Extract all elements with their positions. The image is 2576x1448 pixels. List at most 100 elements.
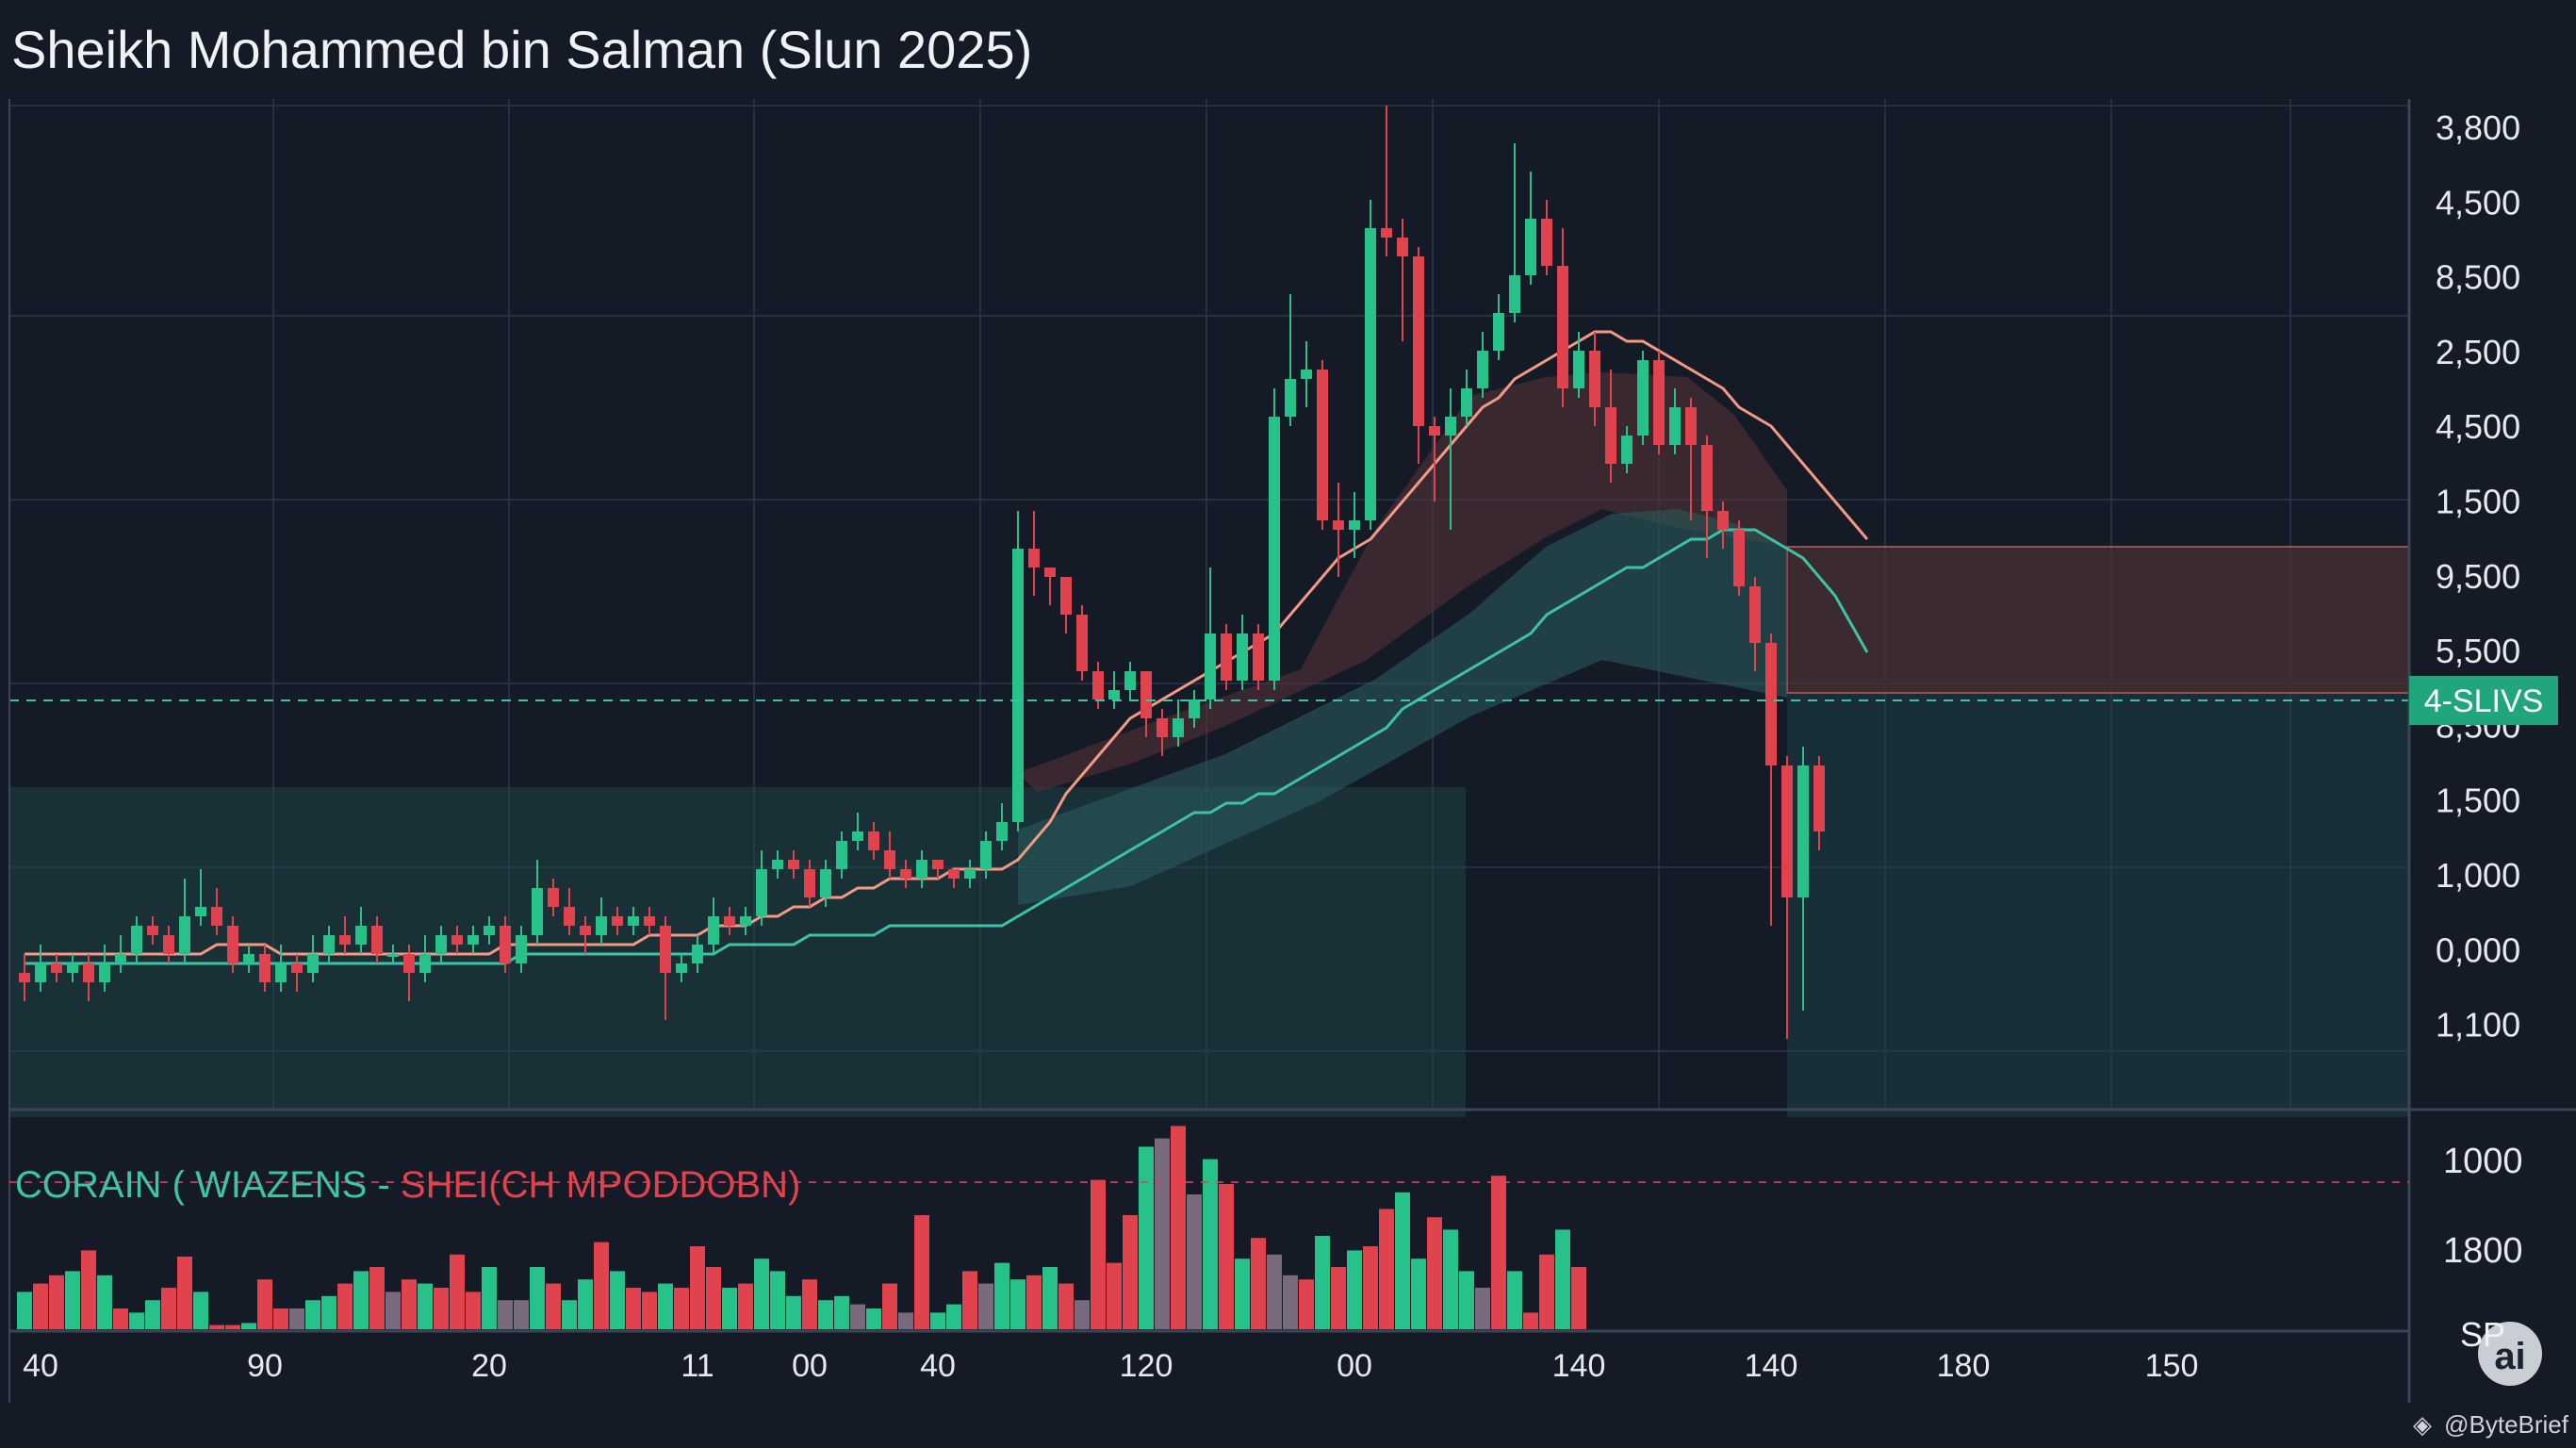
resistance-cloud [1018, 372, 1787, 792]
candle-up [307, 954, 319, 973]
candle-down [660, 926, 671, 973]
volume-bar [866, 1308, 881, 1329]
candle-down [227, 926, 238, 963]
volume-bar [225, 1325, 240, 1329]
volume-bar [1267, 1254, 1282, 1329]
volume-bar [658, 1283, 673, 1329]
candle-up [996, 822, 1008, 841]
volume-bar [962, 1271, 977, 1329]
volume-bar [241, 1323, 256, 1329]
volume-bar [626, 1288, 641, 1329]
volume-legend-green: CORAIN ( WIAZENS - [15, 1164, 401, 1206]
volume-bar [690, 1246, 705, 1329]
volume-bar [514, 1300, 529, 1329]
candle-up [355, 926, 367, 945]
volume-bar [1555, 1229, 1570, 1329]
chart-title: Sheikh Mohammed bin Salman (Slun 2025) [11, 20, 1032, 79]
x-tick-label: 140 [1552, 1348, 1606, 1384]
volume-bar [17, 1292, 32, 1329]
volume-bar [1091, 1179, 1106, 1329]
volume-bar [1315, 1236, 1330, 1329]
candle-down [548, 888, 559, 907]
candle-up [1477, 351, 1488, 388]
volume-bar [1427, 1217, 1442, 1329]
volume-bar [193, 1292, 208, 1329]
volume-bar [1026, 1275, 1042, 1329]
candle-up [484, 926, 495, 935]
resistance-zone [1786, 546, 2410, 694]
volume-bar [209, 1325, 224, 1329]
candle-down [1685, 407, 1697, 445]
volume-bar [353, 1271, 369, 1329]
candle-up [179, 916, 190, 954]
volume-bar [722, 1288, 737, 1329]
candle-down [1060, 577, 1072, 615]
candle-up [1012, 549, 1024, 822]
candle-up [1108, 690, 1120, 699]
candle-down [932, 860, 943, 869]
volume-bar [930, 1312, 945, 1329]
volume-bar [1443, 1229, 1458, 1329]
candle-up [1189, 699, 1200, 718]
support-cloud [1018, 509, 1787, 905]
volume-bar [466, 1292, 481, 1329]
candle-down [1076, 615, 1088, 671]
candle-up [516, 935, 527, 963]
candle-up [275, 963, 287, 982]
slow-moving-average-line [25, 528, 1869, 965]
volume-bar [1203, 1159, 1218, 1329]
candle-down [1765, 643, 1777, 765]
volume-bar [369, 1267, 385, 1329]
volume-series [17, 1126, 1586, 1329]
candle-down [1157, 718, 1168, 737]
volume-bar [1058, 1283, 1074, 1329]
candle-down [1541, 219, 1552, 266]
price-tick-label: 1,100 [2436, 1006, 2520, 1045]
volume-bar [482, 1267, 497, 1329]
volume-bar [914, 1215, 929, 1329]
candle-up [67, 963, 78, 973]
candle-up [243, 954, 254, 963]
volume-bar [450, 1254, 465, 1329]
candle-down [147, 926, 158, 935]
candle-down [1397, 238, 1408, 256]
candle-up [115, 954, 126, 963]
x-tick-label: 20 [471, 1348, 507, 1384]
candle-up [980, 841, 992, 869]
candle-down [612, 916, 623, 926]
volume-bar [738, 1283, 753, 1329]
volume-bar [33, 1283, 48, 1329]
volume-bar [786, 1295, 801, 1329]
candle-up [323, 935, 335, 954]
volume-bar [1155, 1138, 1170, 1329]
corner-badge-top: SP [2460, 1315, 2505, 1354]
volume-bar [337, 1283, 353, 1329]
candle-up [1237, 634, 1248, 681]
candle-down [804, 869, 815, 897]
candle-up [419, 954, 431, 973]
price-tick-label: 5,500 [2436, 632, 2520, 670]
corner-badge-bottom: ai [2494, 1336, 2525, 1377]
volume-bar [305, 1300, 320, 1329]
candle-up [756, 869, 767, 916]
candle-down [1333, 520, 1344, 530]
candle-down [1589, 351, 1600, 407]
candle-up [1445, 417, 1456, 436]
volume-bar [706, 1267, 721, 1329]
volume-bar [610, 1271, 625, 1329]
volume-bar [578, 1279, 593, 1329]
volume-bar [1395, 1192, 1410, 1329]
volume-bar [1523, 1312, 1538, 1329]
volume-bar [498, 1300, 513, 1329]
candle-up [35, 963, 46, 982]
price-tick-label: 4,500 [2436, 407, 2520, 446]
volume-bar [674, 1288, 689, 1329]
candle-down [900, 869, 911, 879]
volume-bar [386, 1292, 401, 1329]
volume-bar [1139, 1146, 1154, 1329]
volume-bar [129, 1312, 144, 1329]
candle-down [259, 954, 271, 982]
candle-down [1140, 671, 1152, 718]
price-tick-label: 9,500 [2436, 557, 2520, 596]
